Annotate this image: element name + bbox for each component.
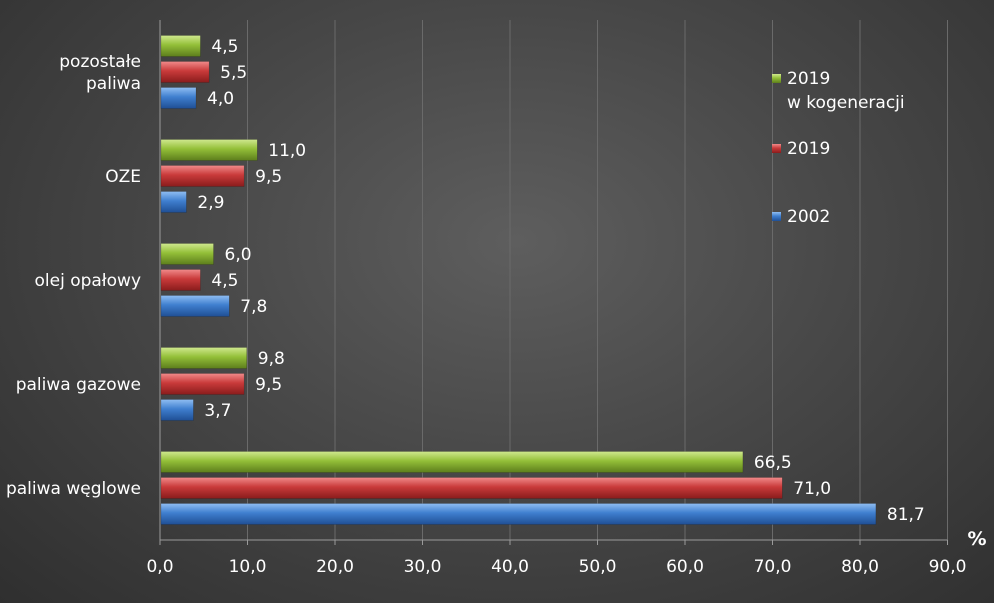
gridlines <box>247 20 948 540</box>
data-label: 4,5 <box>211 271 238 291</box>
x-tick-label: 30,0 <box>404 557 442 577</box>
data-label: 66,5 <box>754 453 792 473</box>
category-label: paliwa gazowe <box>16 375 141 395</box>
labels: 66,571,0 81,7 paliwa węglowe 9,8 9,5 3,7 paliw… <box>6 37 925 525</box>
x-tick-label: 40,0 <box>491 557 529 577</box>
category-label: olej opałowy <box>34 271 141 291</box>
bar <box>160 451 744 473</box>
x-tick-label: 60,0 <box>666 557 704 577</box>
x-tick-label: 80,0 <box>841 557 879 577</box>
x-tick-label: 10,0 <box>229 557 267 577</box>
category-label: pozostałe paliwa <box>59 52 141 94</box>
bar <box>160 35 201 57</box>
bar <box>160 399 194 421</box>
axes: 0,0 10,0 20,0 30,0 40,0 50,0 60,0 70,0 80,0 90,0% <box>146 20 987 577</box>
legend-label: 2019 w kogeneracji <box>787 69 905 113</box>
legend-swatch <box>772 144 781 153</box>
x-tick-label: 90,0 <box>929 557 967 577</box>
data-label: 4,5 <box>211 37 238 57</box>
data-label: 9,5 <box>255 375 282 395</box>
data-label: 5,5 <box>220 63 247 83</box>
bar <box>160 295 230 317</box>
x-unit-label: % <box>967 528 986 550</box>
bar <box>160 243 214 265</box>
x-tick-label: 20,0 <box>316 557 354 577</box>
data-label: 7,8 <box>240 297 267 317</box>
x-tick-label: 70,0 <box>754 557 792 577</box>
bars <box>160 35 877 525</box>
bar <box>160 269 201 291</box>
data-label: 3,7 <box>204 401 231 421</box>
bar <box>160 347 247 369</box>
bar <box>160 139 258 161</box>
data-label: 2,9 <box>197 193 224 213</box>
bar <box>160 477 783 499</box>
data-label: 11,0 <box>268 141 306 161</box>
legend: 2019 w kogeneracji 2019 2002 <box>772 69 905 227</box>
x-tick-label: 0,0 <box>146 557 173 577</box>
legend-label: 2019 <box>787 139 830 159</box>
data-label: 6,0 <box>225 245 252 265</box>
data-label: 4,0 <box>207 89 234 109</box>
data-label: 71,0 <box>793 479 831 499</box>
bar <box>160 373 245 395</box>
x-tick-label: 50,0 <box>579 557 617 577</box>
legend-swatch <box>772 74 781 83</box>
bar <box>160 165 245 187</box>
bar <box>160 191 187 213</box>
data-label: 81,7 <box>887 505 925 525</box>
data-label: 9,8 <box>258 349 285 369</box>
category-label: paliwa węglowe <box>6 479 141 499</box>
category-label: OZE <box>105 167 141 187</box>
legend-label: 2002 <box>787 207 830 227</box>
bar <box>160 87 197 109</box>
bar <box>160 503 877 525</box>
data-label: 9,5 <box>255 167 282 187</box>
legend-swatch <box>772 212 781 221</box>
bar <box>160 61 210 83</box>
